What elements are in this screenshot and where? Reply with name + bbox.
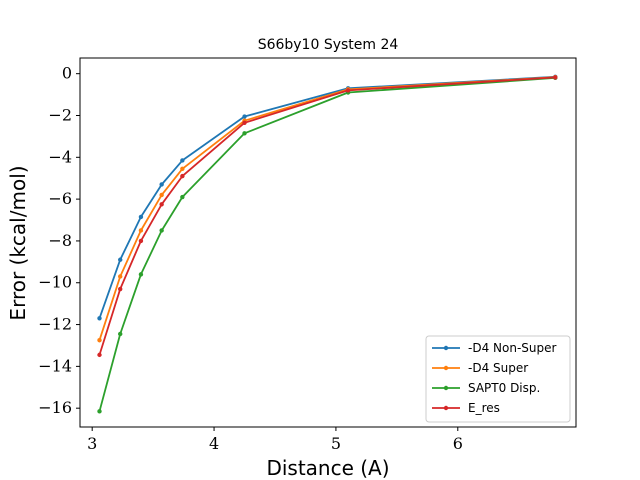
series-3-point-5 (242, 120, 247, 126)
series-line-2 (98, 77, 556, 412)
series-3-point-6 (345, 88, 351, 93)
series-line-1 (98, 76, 556, 341)
series-3-point-2 (138, 238, 144, 244)
series-1-point-0 (97, 338, 102, 343)
chart-title: S66by10 System 24 (258, 37, 399, 53)
y-tick-label-2: −4 (48, 147, 72, 166)
series-0-point-3 (159, 182, 164, 187)
y-axis-label: Error (kcal/mol) (6, 165, 30, 320)
y-tick-label-4: −8 (48, 231, 72, 250)
legend-marker-0 (443, 345, 449, 351)
series-2-point-2 (138, 272, 144, 277)
series-2-point-3 (159, 228, 164, 233)
x-axis-label: Distance (A) (266, 456, 389, 480)
y-tick-label-7: −14 (38, 356, 72, 375)
legend-marker-2 (443, 385, 449, 391)
legend-label-2: SAPT0 Disp. (468, 381, 540, 395)
x-tick-label-3: 6 (453, 434, 463, 453)
x-axis: 3 4 5 6 (87, 427, 463, 453)
series-0-point-0 (97, 316, 102, 321)
x-tick-label-0: 3 (87, 434, 97, 453)
series-2-point-0 (97, 409, 102, 414)
series-1-point-2 (138, 228, 144, 233)
series-0-point-4 (180, 158, 185, 163)
y-tick-label-5: −10 (38, 273, 72, 292)
series-1-point-3 (159, 192, 164, 198)
series-2-point-4 (180, 194, 185, 200)
series-3-point-3 (159, 202, 164, 207)
y-tick-label-0: 0 (62, 64, 72, 83)
legend-label-1: -D4 Super (468, 361, 528, 375)
legend-marker-3 (443, 405, 449, 411)
series-0-point-1 (118, 257, 123, 262)
series-3-point-1 (118, 286, 123, 292)
series-3-point-0 (97, 352, 102, 358)
y-tick-label-1: −2 (48, 105, 72, 124)
series-3-point-7 (553, 75, 558, 80)
series-2-point-1 (118, 331, 123, 337)
y-tick-label-8: −16 (38, 398, 72, 417)
legend-box (425, 335, 571, 423)
series-0-point-5 (242, 114, 247, 119)
legend-label-0: -D4 Non-Super (468, 341, 556, 355)
legend: -D4 Non-Super -D4 Super SAPT0 Disp. E_res (425, 335, 571, 423)
legend-marker-1 (443, 365, 449, 371)
series-1-point-1 (118, 274, 123, 279)
plot-frame (79, 57, 577, 428)
y-axis: 0 −2 −4 −6 −8 −10 −12 −14 −16 (38, 64, 80, 417)
x-tick-label-2: 5 (331, 434, 341, 453)
plot-area (79, 57, 577, 428)
series-line-3 (98, 76, 556, 356)
series-1-point-4 (180, 166, 185, 172)
y-tick-label-3: −6 (48, 189, 72, 208)
series-line-0 (98, 75, 556, 319)
series-0-point-2 (138, 214, 144, 220)
x-tick-label-1: 4 (209, 434, 219, 453)
series-2-point-5 (242, 131, 247, 136)
series-3-point-4 (180, 173, 185, 179)
y-tick-label-6: −12 (38, 315, 72, 334)
legend-label-3: E_res (468, 401, 500, 415)
